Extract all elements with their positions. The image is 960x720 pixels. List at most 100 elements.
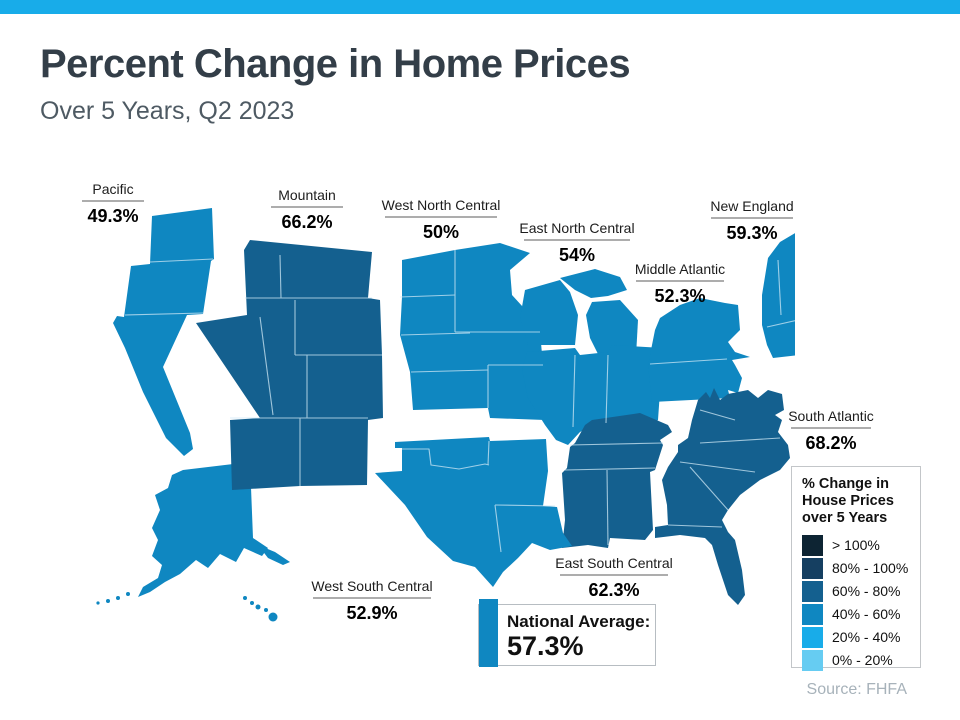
border-or-ca bbox=[124, 312, 204, 316]
aleutian-island bbox=[126, 592, 130, 596]
border-vt-nh bbox=[777, 259, 782, 316]
page-title: Percent Change in Home Prices bbox=[40, 42, 631, 86]
national-average-marker bbox=[479, 599, 498, 667]
region-value: 50% bbox=[422, 222, 460, 242]
region-east-south-central bbox=[562, 413, 672, 548]
pacific-alaska-panhandle bbox=[258, 545, 290, 565]
region-value: 59.3% bbox=[726, 223, 778, 243]
legend-swatch-20-40 bbox=[802, 626, 823, 648]
pacific-mainland bbox=[113, 208, 214, 456]
border-ky-tn bbox=[569, 442, 664, 446]
region-label-mountain: Mountain 66.2% bbox=[217, 188, 397, 232]
region-name: East North Central bbox=[519, 220, 635, 236]
enc-wisconsin bbox=[520, 280, 578, 345]
region-name: West North Central bbox=[381, 197, 501, 213]
hawaii-island bbox=[250, 601, 254, 605]
border-nc-sc bbox=[679, 461, 756, 473]
label-underline bbox=[271, 206, 343, 208]
page-subtitle: Over 5 Years, Q2 2023 bbox=[40, 97, 295, 125]
national-average-box: National Average: 57.3% bbox=[478, 599, 656, 667]
region-value: 54% bbox=[558, 245, 596, 265]
region-value: 62.3% bbox=[588, 580, 640, 600]
region-south-atlantic bbox=[655, 388, 790, 605]
legend-range-label: 20% - 40% bbox=[832, 629, 901, 645]
aleutian-island bbox=[96, 601, 100, 605]
label-underline bbox=[524, 239, 630, 241]
region-name: East South Central bbox=[555, 555, 673, 571]
region-label-west-south-central: West South Central 52.9% bbox=[282, 579, 462, 623]
national-average-label: National Average: bbox=[507, 612, 651, 631]
pacific-alaska bbox=[138, 462, 268, 597]
label-underline bbox=[711, 217, 793, 219]
legend-title-line3: over 5 Years bbox=[802, 510, 888, 526]
legend-range-label: 0% - 20% bbox=[832, 652, 893, 668]
border-sd-ne bbox=[400, 332, 471, 336]
region-value: 68.2% bbox=[805, 433, 857, 453]
legend-range-label: 60% - 80% bbox=[832, 583, 901, 599]
region-value: 49.3% bbox=[87, 206, 139, 226]
aleutian-island bbox=[106, 599, 110, 603]
border-ny-pa bbox=[649, 358, 728, 365]
border-tn-south bbox=[564, 467, 656, 471]
region-mountain bbox=[196, 240, 383, 490]
border-in-oh bbox=[605, 354, 609, 424]
region-label-new-england: New England 59.3% bbox=[662, 199, 842, 243]
region-name: South Atlantic bbox=[788, 408, 874, 424]
border-wv-va bbox=[699, 409, 736, 421]
border-ma-north bbox=[766, 320, 795, 328]
legend-swatch-60-80 bbox=[802, 580, 823, 602]
region-name: Middle Atlantic bbox=[634, 261, 726, 277]
national-average-text: National Average: 57.3% bbox=[507, 612, 650, 661]
region-value: 52.9% bbox=[346, 603, 398, 623]
region-value: 52.3% bbox=[654, 286, 706, 306]
legend-swatch-0-20 bbox=[802, 649, 823, 671]
border-nv-ut bbox=[259, 316, 274, 416]
region-middle-atlantic bbox=[648, 298, 750, 402]
legend-item: 80% - 100% bbox=[802, 557, 912, 579]
region-label-east-north-central: East North Central 54% bbox=[487, 221, 667, 265]
legend-title-line1: % Change in bbox=[802, 476, 890, 492]
label-underline bbox=[560, 574, 668, 576]
region-east-north-central bbox=[520, 269, 663, 445]
border-wa-or bbox=[149, 258, 214, 263]
legend-title-line2: House Prices bbox=[802, 493, 894, 509]
region-label-west-north-central: West North Central 50% bbox=[351, 198, 531, 242]
state-border-lines bbox=[124, 250, 795, 553]
label-underline bbox=[313, 597, 431, 599]
region-label-pacific: Pacific 49.3% bbox=[23, 182, 203, 226]
border-nd-sd bbox=[399, 294, 456, 298]
source-attribution: Source: FHFA bbox=[806, 681, 907, 698]
top-accent-bar bbox=[0, 0, 960, 14]
region-value: 66.2% bbox=[281, 212, 333, 232]
ma-shape bbox=[648, 298, 750, 402]
region-label-middle-atlantic: Middle Atlantic 52.3% bbox=[590, 262, 770, 306]
enc-michigan-up bbox=[560, 269, 627, 298]
hawaii-island bbox=[255, 604, 261, 610]
border-il-in bbox=[572, 354, 576, 428]
region-label-south-atlantic: South Atlantic 68.2% bbox=[741, 409, 921, 453]
border-ok-ar bbox=[487, 440, 490, 466]
region-pacific bbox=[96, 208, 290, 622]
region-label-east-south-central: East South Central 62.3% bbox=[524, 556, 704, 600]
border-ms-al bbox=[606, 469, 609, 546]
label-underline bbox=[82, 200, 144, 202]
border-ne-ks bbox=[410, 369, 489, 373]
hawaii-island bbox=[264, 608, 268, 612]
map-legend: % Change in House Prices over 5 Years > … bbox=[791, 466, 921, 671]
legend-swatch-gt100 bbox=[802, 534, 823, 556]
legend-range-label: 40% - 60% bbox=[832, 606, 901, 622]
aleutian-island bbox=[116, 596, 120, 600]
mountain-shape bbox=[196, 240, 383, 490]
border-tx-la bbox=[494, 504, 502, 553]
legend-item: 20% - 40% bbox=[802, 626, 912, 648]
hawaii-island bbox=[243, 596, 247, 600]
region-name: Mountain bbox=[278, 187, 336, 203]
label-underline bbox=[636, 280, 724, 282]
hawaii-island bbox=[268, 612, 278, 622]
legend-title: % Change in House Prices over 5 Years bbox=[802, 476, 912, 527]
region-name: Pacific bbox=[92, 181, 134, 197]
region-name: New England bbox=[710, 198, 794, 214]
wsc-shape bbox=[375, 437, 572, 587]
legend-item: 40% - 60% bbox=[802, 603, 912, 625]
